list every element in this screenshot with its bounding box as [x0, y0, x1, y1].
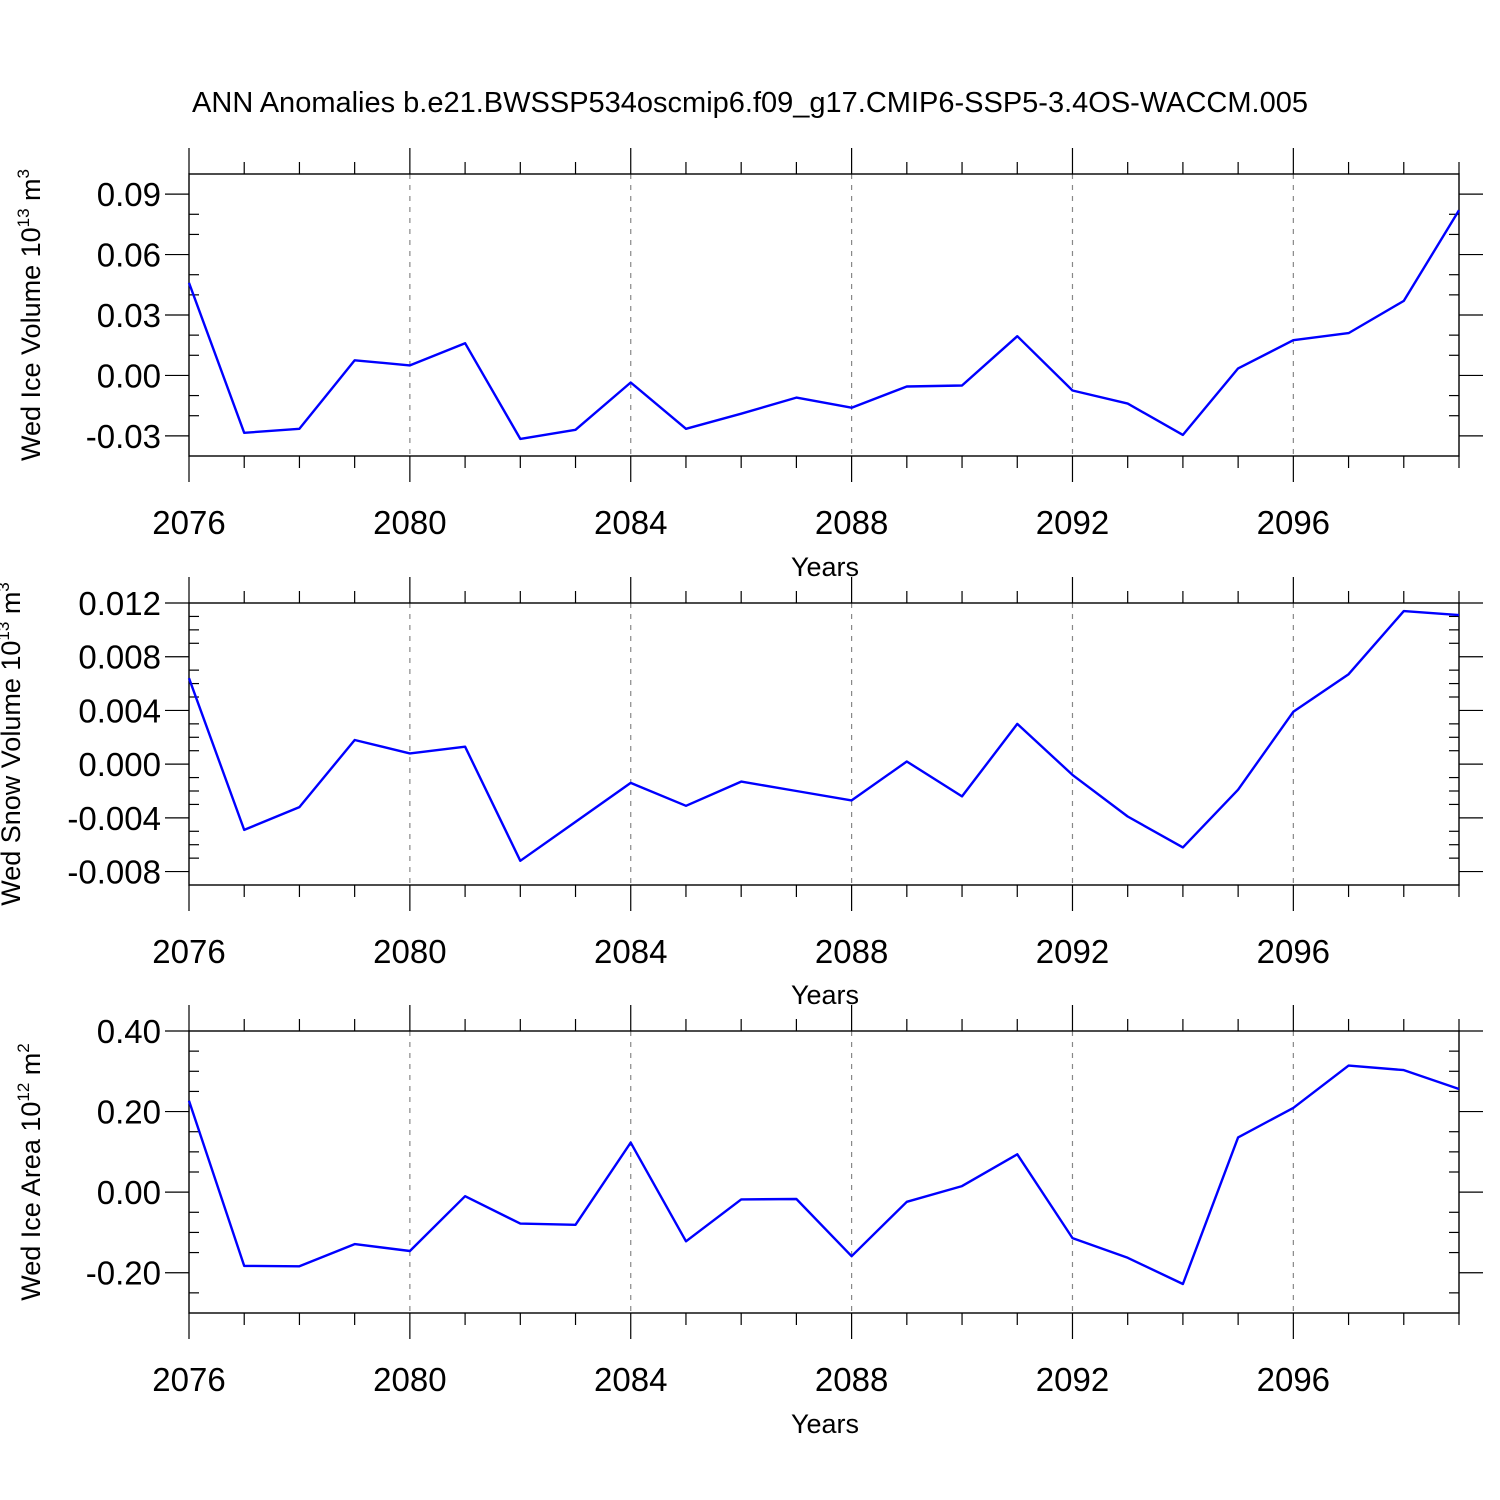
y-tick-label: -0.004	[67, 800, 161, 837]
x-tick-label-2088: 2088	[815, 933, 888, 970]
x-tick-label-2080: 2080	[373, 933, 446, 970]
x-tick-label-2084: 2084	[594, 504, 667, 541]
x-tick-label-2076: 2076	[152, 504, 225, 541]
xlabel-ice-volume: Years	[791, 552, 859, 582]
x-tick-label-2096: 2096	[1257, 1361, 1330, 1398]
y-tick-label: 0.09	[97, 176, 161, 213]
x-tick-label-2084: 2084	[594, 933, 667, 970]
y-tick-label: 0.000	[78, 746, 161, 783]
x-tick-label-2080: 2080	[373, 1361, 446, 1398]
plot-frame	[188, 173, 1460, 457]
xlabel-ice-area: Years	[791, 1409, 859, 1439]
ylabel-ice-area: Wed Ice Area 1012 m2	[14, 1043, 46, 1301]
xlabel-snow-volume: Years	[791, 980, 859, 1010]
y-tick-label: 0.00	[97, 1174, 161, 1211]
chart-title: ANN Anomalies b.e21.BWSSP534oscmip6.f09_…	[192, 87, 1308, 119]
x-tick-label-2084: 2084	[594, 1361, 667, 1398]
series-line-snow-volume	[187, 609, 1460, 862]
y-tick-label: 0.012	[78, 585, 161, 622]
panel-ice-volume: Wed Ice Volume 1013 m3 Years 2076 2080 208…	[14, 148, 1483, 582]
ylabel-ice-volume: Wed Ice Volume 1013 m3	[14, 169, 46, 461]
x-tick-label-2096: 2096	[1257, 933, 1330, 970]
series-line-ice-area	[187, 1064, 1460, 1286]
y-tick-label: 0.20	[97, 1094, 161, 1131]
series-line-ice-volume	[187, 209, 1461, 441]
y-tick-label: 0.008	[78, 639, 161, 676]
x-tick-label-2092: 2092	[1036, 504, 1109, 541]
plot-frame	[188, 602, 1460, 886]
x-tick-label-2088: 2088	[815, 504, 888, 541]
y-tick-label: 0.06	[97, 237, 161, 274]
x-tick-label-2096: 2096	[1257, 504, 1330, 541]
x-tick-label-2092: 2092	[1036, 933, 1109, 970]
x-tick-label-2092: 2092	[1036, 1361, 1109, 1398]
x-tick-label-2076: 2076	[152, 1361, 225, 1398]
x-tick-label-2080: 2080	[373, 504, 446, 541]
y-tick-label: 0.004	[78, 692, 161, 729]
x-tick-label-2076: 2076	[152, 933, 225, 970]
ylabel-snow-volume: Wed Snow Volume 1013 m3	[0, 582, 26, 906]
plot-frame	[188, 1030, 1460, 1314]
y-tick-label: -0.008	[67, 854, 161, 891]
y-tick-label: -0.20	[86, 1255, 161, 1292]
y-tick-label: 0.40	[97, 1013, 161, 1050]
y-tick-label: 0.03	[97, 297, 161, 334]
y-tick-label: 0.00	[97, 357, 161, 394]
y-tick-label: -0.03	[86, 418, 161, 455]
x-tick-label-2088: 2088	[815, 1361, 888, 1398]
panel-snow-volume: Wed Snow Volume 1013 m3 Years 2076 2080 20…	[0, 577, 1483, 1010]
panel-ice-area: Wed Ice Area 1012 m2 Years 2076 2080 2084 2…	[14, 1005, 1483, 1439]
